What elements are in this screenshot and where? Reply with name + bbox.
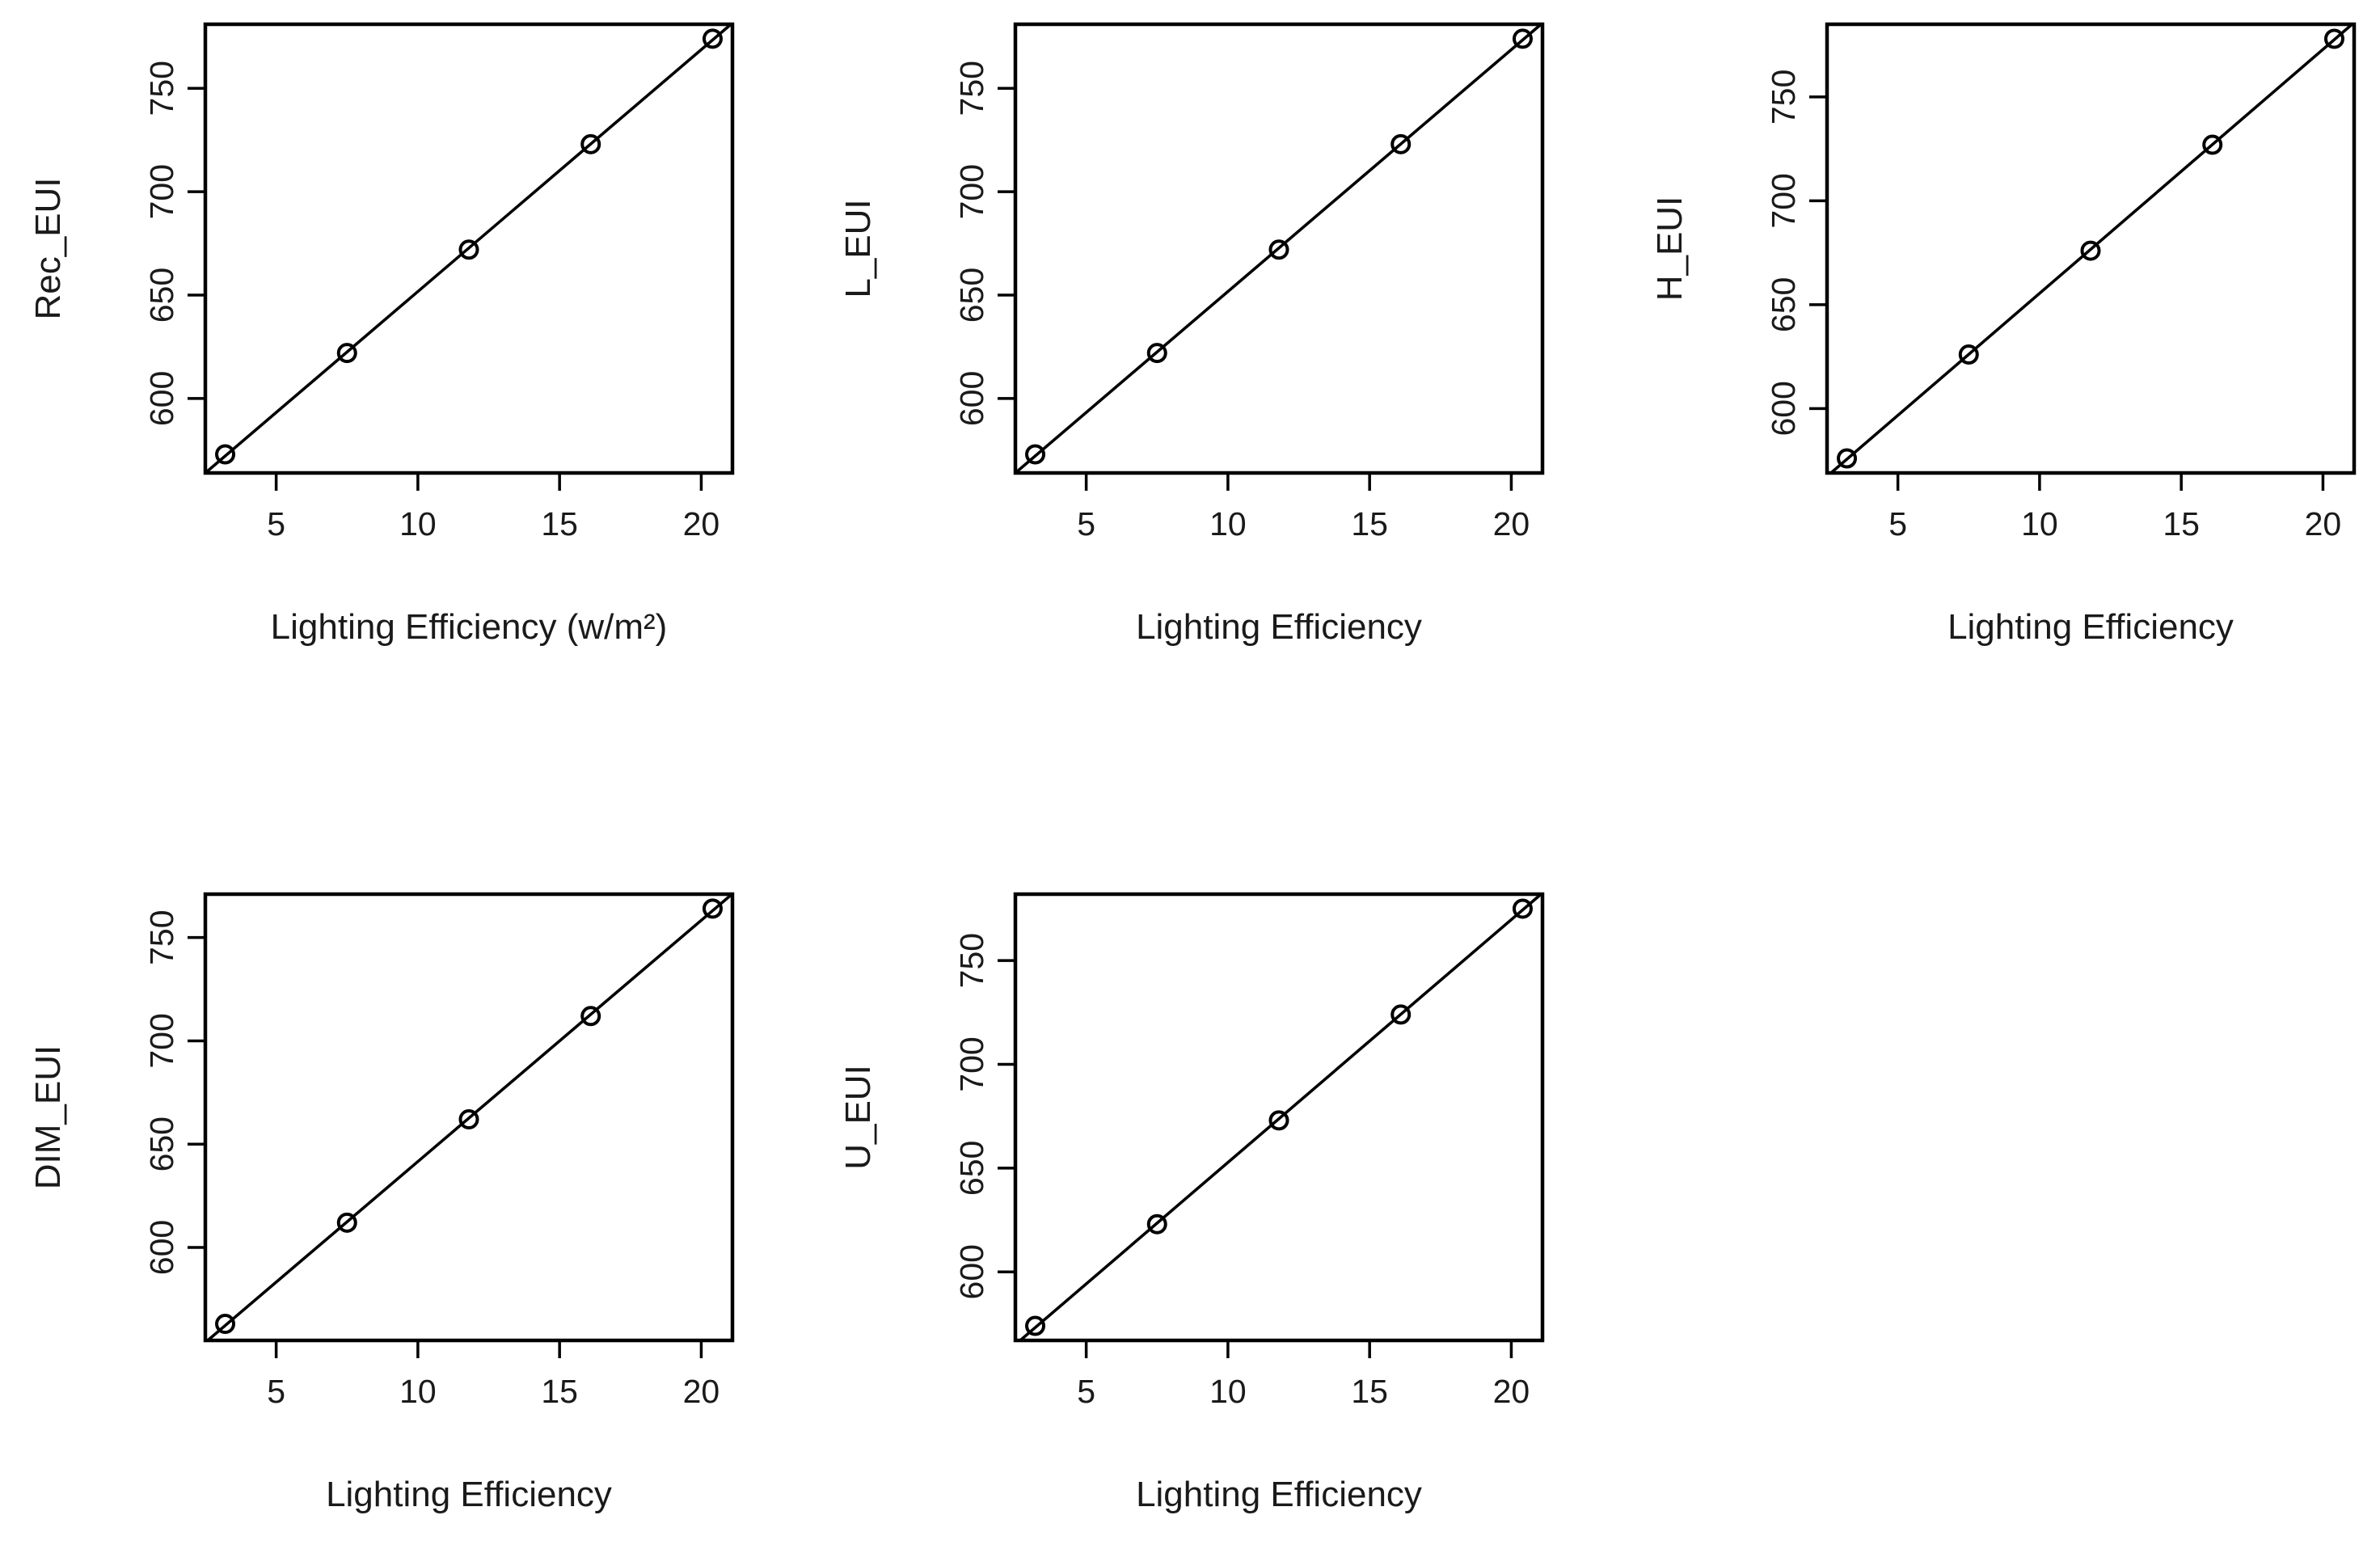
y-tick-label: 700 xyxy=(143,164,180,219)
x-tick-label: 15 xyxy=(2163,505,2200,542)
x-tick-label: 20 xyxy=(2305,505,2342,542)
y-tick-label: 700 xyxy=(1765,173,1802,228)
y-axis-label: H_EUI xyxy=(1650,196,1690,302)
x-tick-label: 10 xyxy=(1209,505,1247,542)
x-tick-label: 5 xyxy=(1077,1373,1095,1410)
y-axis-label: L_EUI xyxy=(838,199,878,298)
y-tick-label: 700 xyxy=(143,1013,180,1068)
y-tick-label: 650 xyxy=(1765,277,1802,332)
data-point xyxy=(580,133,601,154)
y-tick-label: 600 xyxy=(143,1220,180,1275)
x-tick-label: 20 xyxy=(1493,1373,1530,1410)
data-point xyxy=(1146,343,1167,364)
fit-line xyxy=(206,893,733,1342)
y-tick-label: 600 xyxy=(953,1244,990,1299)
data-point xyxy=(1390,1004,1412,1025)
y-axis-label: Rec_EUI xyxy=(28,177,68,319)
data-point xyxy=(2202,134,2223,155)
x-tick-label: 5 xyxy=(267,1373,285,1410)
x-axis-label: Lighting Efficiency xyxy=(326,1475,612,1514)
y-tick-label: 750 xyxy=(953,61,990,116)
x-tick-label: 5 xyxy=(1077,505,1095,542)
scatter-panel-5: 5 10 15 20 600 650 700 750 Lighting Efficiency U_… xyxy=(838,892,1545,1514)
y-tick-label: 600 xyxy=(1765,381,1802,436)
scatter-panel-2: 5 10 15 20 600 650 700 750 Lighting Efficiency L_… xyxy=(838,22,1545,647)
y-tick-label: 650 xyxy=(143,268,180,323)
scatter-panel-4: 5 10 15 20 600 650 700 750 Lighting Efficiency DI… xyxy=(28,892,735,1514)
y-tick-label: 750 xyxy=(953,933,990,988)
data-point xyxy=(1268,239,1289,260)
data-point xyxy=(2080,240,2101,261)
x-tick-label: 15 xyxy=(541,505,578,542)
data-point xyxy=(1268,1110,1289,1131)
y-tick-label: 600 xyxy=(143,371,180,426)
data-point xyxy=(1958,344,1979,365)
y-tick-label: 700 xyxy=(953,1036,990,1091)
plot-frame xyxy=(1013,22,1545,475)
scatter-panel-3: 5 10 15 20 600 650 700 750 Lighting Efficiency H_… xyxy=(1650,22,2357,647)
y-tick-label: 750 xyxy=(143,910,180,964)
x-axis-label: Lighting Efficiency (w/m²) xyxy=(271,607,668,647)
x-tick-label: 5 xyxy=(1888,505,1907,542)
data-point xyxy=(215,1314,236,1335)
data-point xyxy=(336,343,357,364)
x-tick-label: 10 xyxy=(399,1373,437,1410)
x-tick-label: 10 xyxy=(2021,505,2058,542)
fit-line xyxy=(1014,23,1542,475)
y-tick-label: 650 xyxy=(143,1116,180,1171)
y-tick-label: 750 xyxy=(1765,70,1802,125)
x-tick-label: 15 xyxy=(1351,505,1388,542)
data-point xyxy=(215,444,236,465)
x-tick-label: 20 xyxy=(683,505,720,542)
data-point xyxy=(458,239,479,260)
x-tick-label: 10 xyxy=(1209,1373,1247,1410)
x-tick-label: 15 xyxy=(541,1373,578,1410)
x-axis-label: Lighting Efficiency xyxy=(1136,607,1422,647)
data-point xyxy=(336,1212,357,1233)
plot-frame xyxy=(1825,22,2357,475)
x-tick-label: 5 xyxy=(267,505,285,542)
data-point xyxy=(1146,1213,1167,1235)
y-tick-label: 650 xyxy=(953,1141,990,1196)
data-point xyxy=(580,1006,601,1027)
fit-line xyxy=(204,23,732,475)
y-tick-label: 600 xyxy=(953,371,990,426)
data-point xyxy=(1512,28,1533,49)
fit-line xyxy=(1829,23,2353,475)
data-point xyxy=(2323,28,2344,49)
data-point xyxy=(1025,1315,1046,1336)
y-axis-label: DIM_EUI xyxy=(28,1045,68,1189)
x-axis-label: Lighting Efficiency xyxy=(1947,607,2234,647)
x-tick-label: 15 xyxy=(1351,1373,1388,1410)
data-point xyxy=(1837,448,1858,469)
plot-frame xyxy=(203,892,735,1343)
data-point xyxy=(1390,133,1412,154)
x-tick-label: 20 xyxy=(683,1373,720,1410)
scatter-panel-1: 5 10 15 20 600 650 700 750 Lighting Efficiency (… xyxy=(28,22,735,647)
data-point xyxy=(702,28,723,49)
x-axis-label: Lighting Efficiency xyxy=(1136,1475,1422,1514)
data-point xyxy=(1025,444,1046,465)
x-tick-label: 10 xyxy=(399,505,437,542)
data-point xyxy=(1512,898,1533,919)
fit-line xyxy=(1019,893,1542,1342)
y-tick-label: 700 xyxy=(953,164,990,219)
y-tick-label: 750 xyxy=(143,61,180,116)
x-tick-label: 20 xyxy=(1493,505,1530,542)
y-tick-label: 650 xyxy=(953,268,990,323)
plot-frame xyxy=(203,22,735,475)
data-point xyxy=(702,898,723,919)
data-point xyxy=(458,1109,479,1130)
y-axis-label: U_EUI xyxy=(838,1065,878,1170)
plot-frame xyxy=(1013,892,1545,1343)
